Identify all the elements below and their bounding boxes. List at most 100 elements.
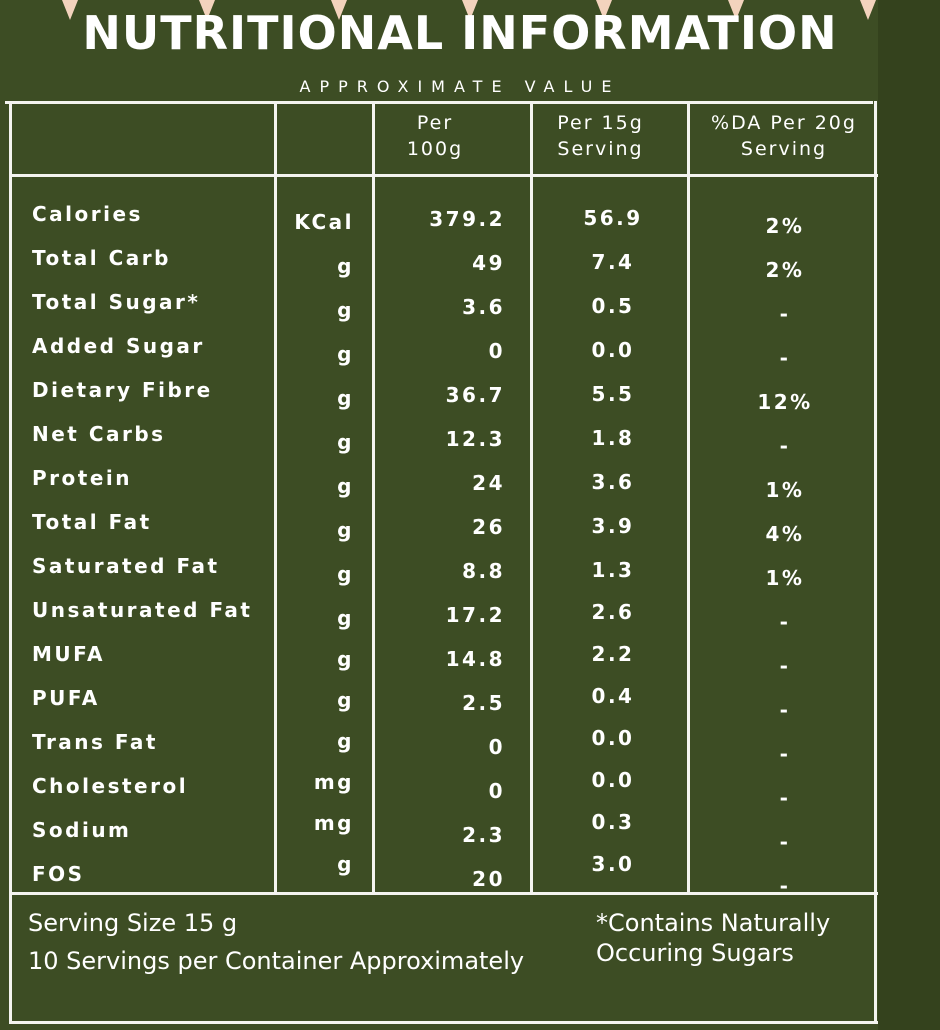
per-15g: 3.6 [591, 470, 635, 494]
daily-allowance: - [779, 698, 791, 722]
unit: g [337, 518, 354, 542]
title: NUTRITIONAL INFORMATION [82, 6, 838, 60]
per-15g: 0.0 [591, 338, 635, 362]
rule [687, 101, 690, 895]
per-100g: 0 [488, 735, 505, 759]
decoration [199, 0, 215, 20]
row-label: Trans Fat [32, 730, 158, 754]
per-100g: 0 [488, 339, 505, 363]
daily-allowance: 1% [765, 566, 805, 590]
row-label: Unsaturated Fat [32, 598, 253, 622]
row-label: Saturated Fat [32, 554, 220, 578]
daily-allowance: 12% [757, 390, 813, 414]
per-100g: 2.5 [462, 691, 505, 715]
per-15g: 56.9 [583, 206, 643, 230]
unit: g [337, 342, 354, 366]
rule [10, 892, 878, 895]
rule [9, 101, 12, 1024]
row-label: PUFA [32, 686, 100, 710]
per-100g: 12.3 [445, 427, 505, 451]
per-15g: 3.9 [591, 514, 635, 538]
rule [372, 101, 375, 895]
daily-allowance: 2% [765, 214, 805, 238]
decoration [331, 0, 347, 20]
unit: g [337, 430, 354, 454]
row-label: FOS [32, 862, 85, 886]
decoration [462, 0, 478, 20]
rule [530, 101, 533, 895]
per-15g: 7.4 [591, 250, 635, 274]
rule [10, 1021, 878, 1024]
unit: g [337, 647, 354, 671]
decoration [860, 0, 876, 20]
row-label: Added Sugar [32, 334, 205, 358]
unit: g [337, 852, 354, 876]
unit: g [337, 562, 354, 586]
per-15g: 2.2 [591, 642, 635, 666]
per-15g: 2.6 [591, 600, 635, 624]
rule [274, 101, 277, 895]
row-label: Net Carbs [32, 422, 166, 446]
daily-allowance: - [779, 654, 791, 678]
unit: KCal [294, 210, 354, 234]
row-label: Dietary Fibre [32, 378, 213, 402]
row-label: Cholesterol [32, 774, 189, 798]
unit: g [337, 386, 354, 410]
column-header: Per 15g Serving [557, 112, 644, 160]
daily-allowance: - [779, 434, 791, 458]
per-100g: 379.2 [429, 207, 505, 231]
per-100g: 24 [472, 471, 505, 495]
daily-allowance: - [779, 786, 791, 810]
daily-allowance: - [779, 742, 791, 766]
daily-allowance: 2% [765, 258, 805, 282]
per-100g: 17.2 [445, 603, 505, 627]
per-100g: 49 [472, 251, 505, 275]
subtitle: APPROXIMATE VALUE [299, 77, 621, 96]
per-15g: 0.0 [591, 768, 635, 792]
unit: g [337, 474, 354, 498]
side-strip [878, 0, 940, 1030]
daily-allowance: - [779, 830, 791, 854]
row-label: Sodium [32, 818, 132, 842]
unit: g [337, 298, 354, 322]
per-15g: 0.4 [591, 684, 635, 708]
daily-allowance: - [779, 346, 791, 370]
per-15g: 3.0 [591, 852, 635, 876]
per-15g: 0.5 [591, 294, 635, 318]
per-15g: 0.3 [591, 810, 635, 834]
daily-allowance: - [779, 874, 791, 898]
per-15g: 1.8 [591, 426, 635, 450]
row-label: MUFA [32, 642, 105, 666]
per-15g: 0.0 [591, 726, 635, 750]
serving-size: Serving Size 15 g [28, 909, 238, 937]
unit: g [337, 688, 354, 712]
row-label: Total Fat [32, 510, 152, 534]
servings: 10 Servings per Container Approximately [28, 947, 525, 975]
unit: mg [313, 770, 354, 794]
per-100g: 0 [488, 779, 505, 803]
per-100g: 3.6 [462, 295, 505, 319]
per-100g: 8.8 [462, 559, 505, 583]
row-label: Total Carb [32, 246, 171, 270]
daily-allowance: 1% [765, 478, 805, 502]
row-label: Total Sugar* [32, 290, 201, 314]
per-100g: 2.3 [462, 823, 505, 847]
daily-allowance: 4% [765, 522, 805, 546]
rule [5, 101, 873, 104]
decoration [596, 0, 612, 20]
column-header: %DA Per 20g Serving [711, 112, 857, 160]
per-100g: 14.8 [445, 647, 505, 671]
per-100g: 26 [472, 515, 505, 539]
row-label: Calories [32, 202, 143, 226]
decoration [62, 0, 78, 20]
per-15g: 5.5 [591, 382, 635, 406]
row-label: Protein [32, 466, 132, 490]
unit: g [337, 606, 354, 630]
unit: mg [313, 811, 354, 835]
per-100g: 20 [472, 867, 505, 891]
rule [10, 174, 878, 177]
per-15g: 1.3 [591, 558, 635, 582]
unit: g [337, 254, 354, 278]
